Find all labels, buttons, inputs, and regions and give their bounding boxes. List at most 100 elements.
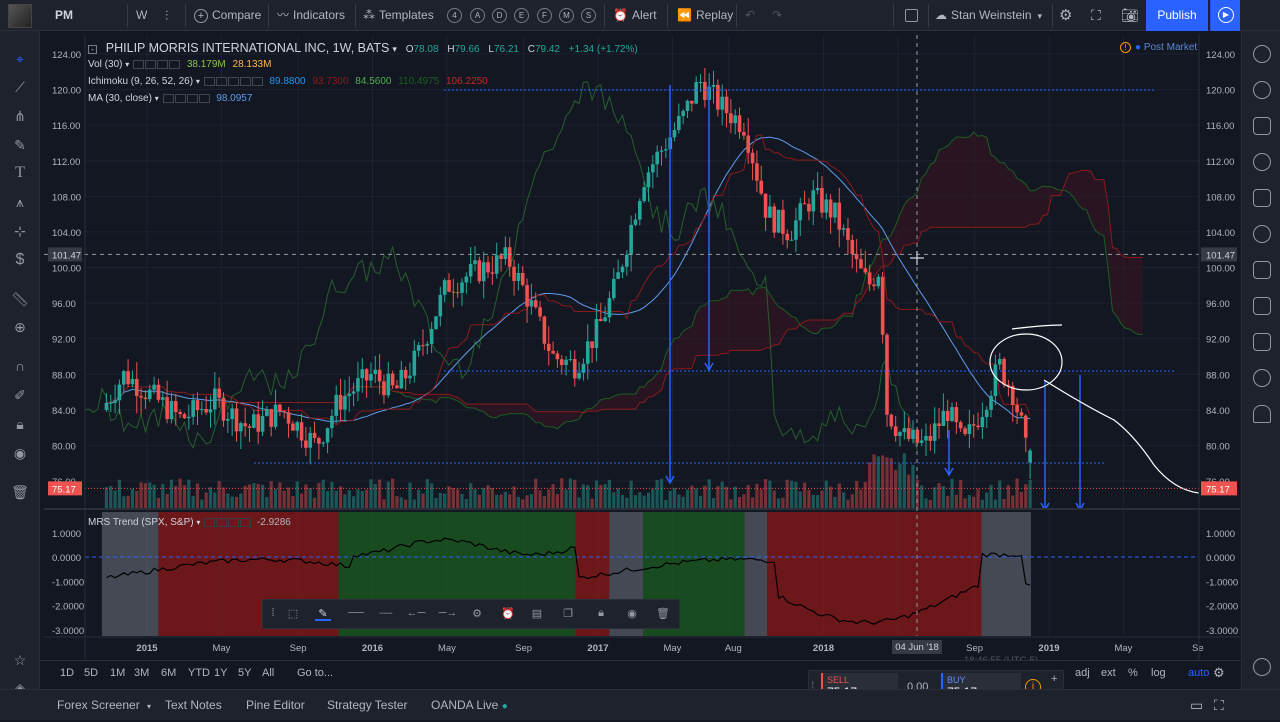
close-icon[interactable] — [157, 59, 169, 69]
trash-icon[interactable]: 🗑︎ — [11, 484, 29, 500]
chevron-down-icon[interactable]: ▾ — [392, 44, 397, 54]
undo-icon[interactable]: ↶ — [745, 8, 756, 22]
clone-icon[interactable]: ❐ — [563, 608, 573, 620]
range-3m[interactable]: 3M — [134, 667, 150, 679]
drag-handle-icon[interactable]: ⁞ — [271, 607, 275, 619]
range-6m[interactable]: 6M — [161, 667, 177, 679]
fork-tool-icon[interactable]: ⋔ — [14, 108, 26, 124]
hand-drawn-projection[interactable] — [1043, 379, 1199, 494]
axis-option-log[interactable]: log — [1151, 667, 1166, 679]
publish-button[interactable]: Publish — [1146, 0, 1208, 31]
more-icon[interactable] — [169, 59, 181, 69]
settings-gear-icon[interactable]: ⚙ — [1059, 7, 1073, 24]
close-icon[interactable] — [228, 517, 240, 527]
price-chart[interactable]: 124.00 124.00 120.00 120.00 116.00 116.00 112.… — [44, 35, 1240, 660]
more-icon[interactable] — [239, 76, 251, 86]
hand-drawn-line[interactable] — [1011, 324, 1063, 330]
ruler-icon[interactable]: 📏︎ — [11, 291, 29, 307]
quick-layout-d[interactable]: D — [492, 8, 507, 23]
hotlist-icon[interactable] — [1253, 153, 1271, 171]
plus-icon[interactable]: + — [1051, 673, 1058, 685]
hand-drawn-circle[interactable] — [989, 333, 1063, 391]
down-arrow-drawing[interactable] — [704, 85, 714, 372]
dollar-icon[interactable]: $ — [15, 251, 25, 268]
tab-strategy-tester[interactable]: Strategy Tester — [327, 698, 408, 712]
settings-icon[interactable] — [215, 76, 227, 86]
settings-icon[interactable] — [174, 93, 186, 103]
fullscreen-square-icon[interactable] — [905, 9, 918, 22]
axis-option-percent[interactable]: % — [1128, 667, 1138, 679]
notification-bell-icon[interactable] — [1253, 405, 1271, 423]
alert-add-icon[interactable]: ⏰ — [501, 608, 515, 620]
text-tool-icon[interactable]: T — [15, 164, 25, 181]
maximize-panel-icon[interactable]: ⛶ — [1214, 697, 1224, 713]
symbol-title[interactable]: PHILIP MORRIS INTERNATIONAL INC, 1W, BAT… — [105, 41, 390, 55]
close-icon[interactable] — [186, 93, 198, 103]
publish-video-button[interactable]: ▶ — [1210, 0, 1240, 31]
alarm-icon[interactable] — [1253, 81, 1271, 99]
data-window-icon[interactable] — [1253, 117, 1271, 135]
collapse-icon[interactable]: - — [88, 45, 97, 54]
settings-gear-icon[interactable]: ⚙ — [472, 608, 482, 620]
trash-icon[interactable]: 🗑︎ — [656, 608, 670, 620]
ma-legend[interactable]: MA (30, close) ▾ 98.0957 — [88, 93, 252, 104]
range-all[interactable]: All — [262, 667, 275, 679]
calendar-icon[interactable] — [1253, 189, 1271, 207]
eye-icon[interactable]: ◉ — [13, 445, 27, 461]
down-arrow-drawing[interactable] — [665, 85, 675, 485]
go-to-date[interactable]: Go to... — [297, 667, 334, 679]
down-arrow-drawing[interactable] — [944, 430, 954, 477]
template-icon[interactable]: ⬚ — [287, 608, 299, 620]
lock-icon[interactable]: 🔒︎ — [16, 416, 24, 432]
layers-icon[interactable]: ◈ — [14, 680, 26, 696]
alert-button[interactable]: ⏰ Alert — [613, 0, 657, 31]
notes-icon[interactable] — [1253, 333, 1271, 351]
tab-text-notes[interactable]: Text Notes — [165, 698, 222, 712]
line-dash-icon[interactable]: ┄┄ — [379, 608, 393, 620]
quick-layout-e[interactable]: E — [514, 8, 529, 23]
compare-button[interactable]: + Compare — [194, 0, 261, 31]
symbol-search[interactable]: PM — [55, 8, 73, 22]
axis-option-ext[interactable]: ext — [1101, 667, 1116, 679]
redo-icon[interactable]: ↷ — [772, 8, 783, 22]
axis-option-auto[interactable]: auto — [1188, 667, 1210, 679]
drag-handle-icon[interactable]: ⁞ — [811, 679, 815, 693]
quick-layout-4[interactable]: 4 — [447, 8, 462, 23]
settings-icon[interactable] — [145, 59, 157, 69]
close-icon[interactable] — [227, 76, 239, 86]
right-end-icon[interactable]: ─→ — [438, 607, 458, 619]
minimize-panel-icon[interactable]: ▭ — [1190, 697, 1204, 713]
crosshair-cursor-icon[interactable]: ⌖ — [16, 51, 24, 67]
eye-icon[interactable] — [162, 93, 174, 103]
stay-in-drawing-icon[interactable]: ✐ — [14, 387, 26, 403]
more-icon[interactable] — [240, 517, 252, 527]
range-1y[interactable]: 1Y — [214, 667, 228, 679]
star-icon[interactable]: ☆ — [13, 652, 27, 668]
hide-eye-icon[interactable]: ◉ — [627, 608, 637, 620]
settings-gear-icon[interactable]: ⚙ — [1213, 665, 1225, 680]
magnet-icon[interactable]: ∩ — [14, 358, 26, 374]
zoom-in-icon[interactable]: ⊕ — [14, 319, 26, 335]
visibility-icon[interactable]: ▤ — [531, 608, 543, 620]
lightbulb-icon[interactable] — [1253, 369, 1271, 387]
down-arrow-drawing[interactable] — [1075, 375, 1085, 510]
quick-layout-s[interactable]: S — [581, 8, 596, 23]
eye-icon[interactable] — [133, 59, 145, 69]
brush-icon[interactable]: ✎ — [14, 137, 26, 153]
replay-button[interactable]: ⏪ Replay — [677, 0, 733, 31]
watchlist-icon[interactable] — [1253, 45, 1271, 63]
indicators-button[interactable]: 〰 Indicators — [277, 0, 345, 31]
range-5d[interactable]: 5D — [84, 667, 99, 679]
axis-option-adj[interactable]: adj — [1075, 667, 1090, 679]
data-icon[interactable] — [251, 76, 263, 86]
post-market-badge[interactable]: ! ● Post Market — [1120, 42, 1197, 53]
fullscreen-icon[interactable]: ⛶ — [1091, 7, 1101, 23]
tab-forex-screener[interactable]: Forex Screener ▾ — [57, 690, 151, 721]
help-icon[interactable] — [1253, 658, 1271, 676]
tab-oanda-live[interactable]: OANDA Live ● — [431, 690, 508, 721]
camera-icon[interactable]: 📷︎ — [1121, 7, 1139, 23]
eye-icon[interactable] — [204, 517, 216, 527]
layout-menu[interactable]: ☁ Stan Weinstein ▾ — [935, 0, 1042, 31]
bar-style-icon[interactable]: ⫶ — [165, 8, 169, 23]
range-ytd[interactable]: YTD — [188, 667, 210, 679]
